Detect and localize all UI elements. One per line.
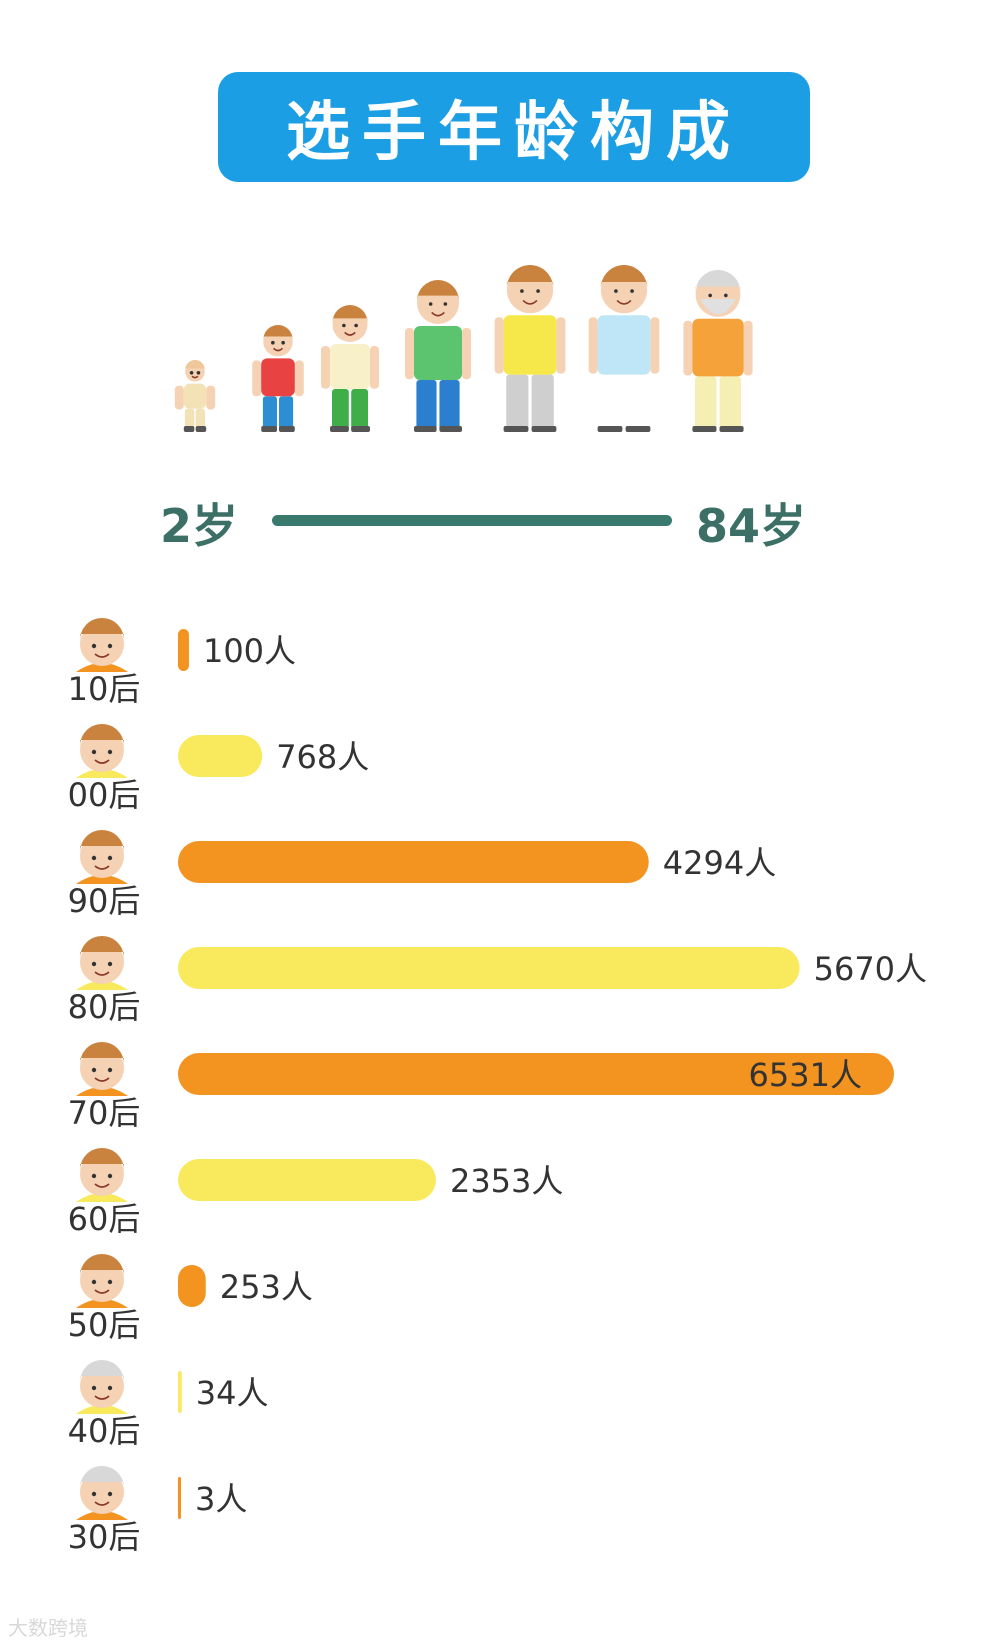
page-title: 选手年龄构成	[286, 96, 742, 170]
generation-avatar-icon	[76, 830, 128, 884]
value-label: 768人	[276, 738, 369, 776]
category-label: 30后	[68, 1518, 141, 1556]
child-figure	[252, 325, 304, 432]
baby-figure	[174, 359, 216, 432]
generation-avatar-icon	[76, 1466, 128, 1520]
value-label: 3人	[195, 1480, 247, 1518]
student-figure	[321, 305, 379, 432]
generation-avatar-icon	[76, 1254, 128, 1308]
bar	[178, 1265, 206, 1307]
young-adult-figure	[494, 265, 566, 432]
category-label: 60后	[68, 1200, 141, 1238]
category-label: 40后	[68, 1412, 141, 1450]
generation-avatar-icon	[76, 936, 128, 990]
value-label: 6531人	[749, 1056, 862, 1094]
category-label: 00后	[68, 776, 141, 814]
adult-figure	[588, 265, 660, 432]
bar	[178, 629, 189, 671]
teen-figure	[405, 280, 471, 432]
bar	[178, 947, 800, 989]
value-label: 5670人	[814, 950, 927, 988]
age-range-line	[272, 515, 672, 526]
bar	[178, 735, 263, 777]
value-label: 4294人	[663, 844, 776, 882]
age-bar-chart: 10后 100人 00后 768人 90后 4294人 80后 5670人 70后 6531人 60…	[68, 618, 927, 1556]
title-banner: 选手年龄构成	[218, 72, 810, 182]
category-label: 90后	[68, 882, 141, 920]
generation-avatar-icon	[76, 1042, 128, 1096]
category-label: 10后	[68, 670, 141, 708]
bar	[178, 1477, 181, 1519]
age-max-label: 84岁	[696, 499, 807, 553]
bar	[178, 1159, 436, 1201]
value-label: 2353人	[450, 1162, 563, 1200]
value-label: 100人	[203, 632, 296, 670]
generation-avatar-icon	[76, 618, 128, 672]
generation-avatar-icon	[76, 1360, 128, 1414]
category-label: 50后	[68, 1306, 141, 1344]
age-progression-illustration	[174, 265, 753, 432]
category-label: 80后	[68, 988, 141, 1026]
category-label: 70后	[68, 1094, 141, 1132]
generation-avatar-icon	[76, 724, 128, 778]
value-label: 253人	[220, 1268, 313, 1306]
elder-figure	[683, 269, 753, 432]
value-label: 34人	[196, 1374, 269, 1412]
bar	[178, 1371, 182, 1413]
bar	[178, 841, 649, 883]
generation-avatar-icon	[76, 1148, 128, 1202]
age-min-label: 2岁	[160, 499, 239, 553]
watermark-text: 大数跨境	[8, 1616, 88, 1640]
bar	[178, 1053, 894, 1095]
